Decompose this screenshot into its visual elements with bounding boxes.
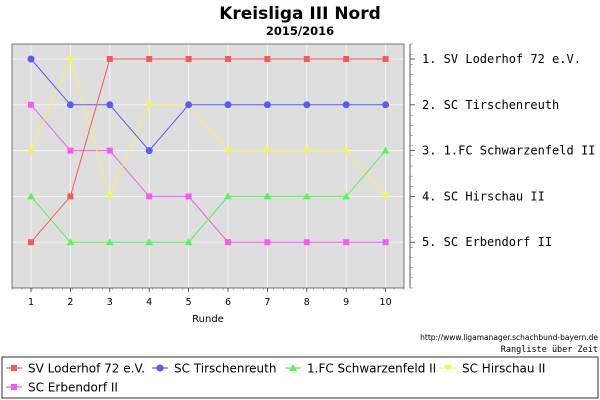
data-point (263, 101, 271, 109)
data-point (225, 56, 231, 62)
data-point (343, 56, 350, 62)
x-axis-label: Runde (192, 314, 224, 325)
x-tick-label: 2 (67, 297, 73, 308)
data-point (263, 147, 272, 155)
series-line (30, 150, 386, 243)
legend-item: SC Tirschenreuth (152, 362, 276, 376)
data-point (156, 364, 164, 372)
plot-frame (11, 43, 405, 289)
x-tick-label: 6 (225, 297, 231, 308)
data-point (342, 147, 351, 155)
data-point (106, 56, 113, 62)
data-point (303, 239, 310, 246)
data-point (302, 147, 311, 155)
series-0 (28, 56, 389, 246)
data-point (146, 193, 153, 200)
legend-item: SV Loderhof 72 e.V. (6, 362, 145, 376)
data-point (289, 364, 297, 371)
data-point (263, 192, 272, 200)
data-point (382, 56, 389, 62)
series-2 (27, 146, 390, 246)
x-tick-label: 1 (28, 297, 34, 308)
rank-label: 2. SC Tirschenreuth (422, 98, 559, 112)
data-point (67, 193, 74, 200)
data-point (28, 239, 34, 246)
data-point (145, 147, 153, 155)
data-point (145, 238, 154, 246)
data-point (382, 101, 390, 109)
x-tick-label: 4 (146, 297, 152, 308)
legend: SV Loderhof 72 e.V. SC Tirschenreuth 1.FC … (6, 362, 545, 395)
legend-label: SV Loderhof 72 e.V. (28, 362, 145, 376)
data-point (303, 101, 311, 109)
data-point (11, 365, 17, 371)
data-point (105, 193, 114, 201)
legend-label: SC Tirschenreuth (174, 362, 276, 376)
data-point (303, 56, 310, 62)
x-axis: 1 2 3 4 5 6 7 8 9 10 (11, 288, 405, 308)
data-point (106, 147, 113, 154)
data-point (381, 146, 390, 154)
data-point (225, 239, 231, 246)
data-point (382, 239, 389, 246)
x-tick-label: 9 (343, 297, 349, 308)
legend-label: 1.FC Schwarzenfeld II (307, 362, 436, 376)
legend-item: SC Hirschau II (440, 362, 545, 376)
data-point (224, 147, 232, 155)
data-point (66, 101, 74, 109)
data-point (264, 239, 271, 246)
data-point (106, 101, 114, 109)
footer-caption: Rangliste über Zeit (501, 345, 598, 355)
chart-title: Kreisliga III Nord (219, 4, 381, 24)
series-line (30, 58, 386, 152)
data-point (67, 147, 74, 154)
data-point (342, 101, 350, 109)
data-point (184, 238, 193, 246)
data-point (343, 239, 350, 246)
legend-item: SC Erbendorf II (6, 381, 118, 395)
x-tick-label: 7 (264, 297, 270, 308)
data-point (342, 192, 351, 200)
rank-label: 3. 1.FC Schwarzenfeld II (422, 144, 595, 158)
rank-label: 5. SC Erbendorf II (422, 235, 552, 249)
data-point (11, 384, 17, 390)
x-tick-label: 3 (107, 297, 113, 308)
data-point (146, 56, 153, 62)
data-point (264, 56, 271, 62)
series-line (30, 58, 386, 243)
rank-label: 1. SV Loderhof 72 e.V. (422, 52, 581, 66)
legend-item: 1.FC Schwarzenfeld II (285, 362, 436, 376)
data-point (105, 238, 114, 246)
data-point (27, 192, 35, 200)
series-1 (27, 55, 390, 155)
data-point (145, 101, 154, 109)
data-point (224, 192, 232, 200)
x-tick-label: 10 (380, 297, 392, 308)
source-url: http://www.ligamanager.schachbund-bayern… (420, 333, 598, 342)
data-point (66, 56, 75, 63)
series-group (27, 55, 390, 246)
legend-box (1, 356, 599, 399)
data-point (27, 55, 35, 63)
data-point (27, 147, 35, 155)
data-point (28, 101, 34, 108)
chart-subtitle: 2015/2016 (266, 24, 334, 38)
legend-label: SC Hirschau II (462, 362, 545, 376)
data-point (381, 193, 390, 201)
rank-axis: 1. SV Loderhof 72 e.V. 2. SC Tirschenreut… (409, 43, 595, 289)
data-point (185, 101, 193, 109)
data-point (185, 193, 192, 200)
data-point (224, 101, 232, 109)
x-tick-label: 8 (304, 297, 310, 308)
data-point (302, 192, 311, 200)
x-tick-label: 5 (186, 297, 192, 308)
rank-label: 4. SC Hirschau II (422, 189, 545, 203)
data-point (444, 365, 452, 372)
data-point (185, 56, 192, 62)
legend-label: SC Erbendorf II (28, 381, 118, 395)
data-point (66, 238, 75, 246)
